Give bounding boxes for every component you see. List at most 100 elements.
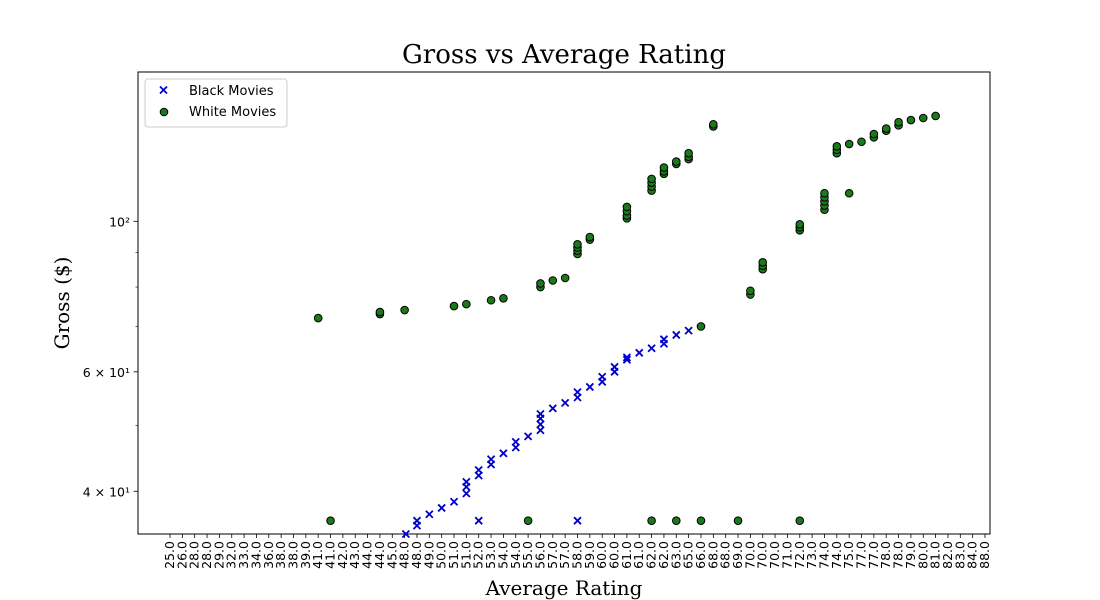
x-tick-label: 66.0 bbox=[693, 541, 708, 569]
point-white-movie bbox=[918, 113, 928, 123]
x-tick-label: 62.0 bbox=[656, 541, 671, 569]
x-tick-label: 53.0 bbox=[483, 541, 498, 569]
x-tick-label: 49.0 bbox=[421, 541, 436, 569]
y-tick-label: 10² bbox=[109, 214, 130, 229]
x-tick-label: 45.0 bbox=[384, 541, 399, 569]
point-white-movie bbox=[671, 157, 681, 166]
point-black-movie bbox=[474, 465, 483, 475]
point-black-movie bbox=[647, 344, 656, 353]
point-white-movie bbox=[536, 279, 545, 288]
legend-box bbox=[144, 78, 288, 128]
point-white-movie bbox=[523, 516, 533, 525]
point-white-movie bbox=[709, 119, 718, 129]
point-black-movie bbox=[622, 353, 632, 362]
x-tick-label: 41.0 bbox=[323, 541, 338, 569]
point-white-movie bbox=[795, 219, 805, 229]
point-white-movie bbox=[326, 516, 335, 525]
point-white-movie bbox=[486, 295, 496, 305]
point-white-movie bbox=[400, 305, 409, 315]
x-tick-label: 25.0 bbox=[162, 541, 177, 569]
x-tick-label: 51.0 bbox=[446, 541, 461, 569]
y-tick-label: 4 × 10¹ bbox=[83, 484, 130, 499]
chart-title: Gross vs Average Rating bbox=[402, 40, 726, 70]
x-tick-label: 33.0 bbox=[236, 541, 251, 569]
x-tick-label: 74.0 bbox=[816, 541, 831, 569]
x-tick-label: 42.0 bbox=[335, 541, 350, 569]
point-white-movie bbox=[622, 202, 632, 212]
x-tick-label: 29.0 bbox=[211, 541, 226, 569]
point-white-movie bbox=[906, 115, 916, 125]
x-tick-label: 62.0 bbox=[644, 541, 659, 569]
x-tick-label: 36.0 bbox=[261, 541, 276, 569]
legend-marker-white bbox=[159, 107, 169, 117]
point-white-movie bbox=[795, 516, 805, 525]
point-white-movie bbox=[499, 294, 508, 303]
x-tick-label: 70.0 bbox=[755, 541, 770, 569]
point-black-movie bbox=[635, 348, 644, 357]
point-black-movie bbox=[561, 398, 570, 407]
x-tick-label: 41.0 bbox=[310, 541, 325, 569]
point-white-movie bbox=[462, 299, 471, 309]
point-white-movie bbox=[894, 117, 903, 127]
point-white-movie bbox=[857, 137, 866, 147]
x-tick-label: 48.0 bbox=[397, 541, 412, 569]
point-black-movie bbox=[462, 489, 471, 498]
point-white-movie bbox=[647, 174, 656, 184]
point-white-movie bbox=[696, 322, 706, 331]
x-tick-label: 73.0 bbox=[804, 541, 819, 569]
point-white-movie bbox=[881, 124, 891, 133]
x-tick-label: 71.0 bbox=[779, 541, 794, 569]
point-white-movie bbox=[832, 141, 842, 151]
x-tick-label: 38.0 bbox=[273, 541, 288, 569]
x-axis: 25.026.028.028.029.032.033.034.036.038.0… bbox=[162, 534, 992, 569]
point-black-movie bbox=[462, 477, 471, 486]
point-white-movie bbox=[659, 163, 669, 172]
x-tick-label: 28.0 bbox=[199, 541, 214, 569]
point-white-movie bbox=[746, 286, 755, 296]
x-tick-label: 48.0 bbox=[409, 541, 424, 569]
x-tick-label: 51.0 bbox=[458, 541, 473, 569]
legend-marker-black bbox=[159, 85, 168, 95]
x-tick-label: 32.0 bbox=[224, 541, 239, 569]
x-tick-label: 79.0 bbox=[903, 541, 918, 569]
x-tick-label: 34.0 bbox=[248, 541, 263, 569]
point-white-movie bbox=[733, 516, 743, 525]
point-black-movie bbox=[437, 503, 446, 513]
point-white-movie bbox=[844, 139, 854, 149]
x-tick-label: 39.0 bbox=[298, 541, 313, 569]
point-white-movie bbox=[585, 232, 595, 242]
x-axis-label: Average Rating bbox=[485, 576, 643, 600]
x-tick-label: 55.0 bbox=[520, 541, 535, 569]
x-tick-label: 61.0 bbox=[631, 541, 646, 569]
legend: Black Movies White Movies bbox=[144, 78, 288, 128]
x-tick-label: 83.0 bbox=[952, 541, 967, 569]
point-white-movie bbox=[313, 313, 323, 323]
x-tick-label: 68.0 bbox=[718, 541, 733, 569]
x-tick-label: 70.0 bbox=[742, 541, 757, 569]
point-black-movie bbox=[573, 516, 582, 525]
x-tick-label: 77.0 bbox=[854, 541, 869, 569]
x-tick-label: 26.0 bbox=[174, 541, 189, 569]
x-tick-label: 84.0 bbox=[965, 541, 980, 569]
x-tick-label: 57.0 bbox=[545, 541, 560, 569]
x-tick-label: 81.0 bbox=[928, 541, 943, 569]
point-white-movie bbox=[573, 239, 582, 249]
point-black-movie bbox=[449, 497, 459, 506]
point-white-movie bbox=[548, 276, 558, 285]
x-tick-label: 43.0 bbox=[347, 541, 362, 569]
point-black-movie bbox=[659, 335, 669, 344]
point-white-movie bbox=[684, 148, 693, 158]
point-white-movie bbox=[671, 516, 681, 525]
point-black-movie bbox=[548, 404, 557, 413]
legend-label-white: White Movies bbox=[189, 105, 276, 120]
point-black-movie bbox=[511, 437, 520, 447]
point-black-movie bbox=[598, 372, 607, 381]
x-tick-label: 38.0 bbox=[285, 541, 300, 569]
point-white-movie bbox=[696, 516, 706, 525]
x-tick-label: 61.0 bbox=[619, 541, 634, 569]
point-black-movie bbox=[412, 521, 422, 530]
y-tick-label: 6 × 10¹ bbox=[83, 365, 130, 380]
point-white-movie bbox=[758, 258, 768, 267]
point-black-movie bbox=[536, 409, 545, 419]
